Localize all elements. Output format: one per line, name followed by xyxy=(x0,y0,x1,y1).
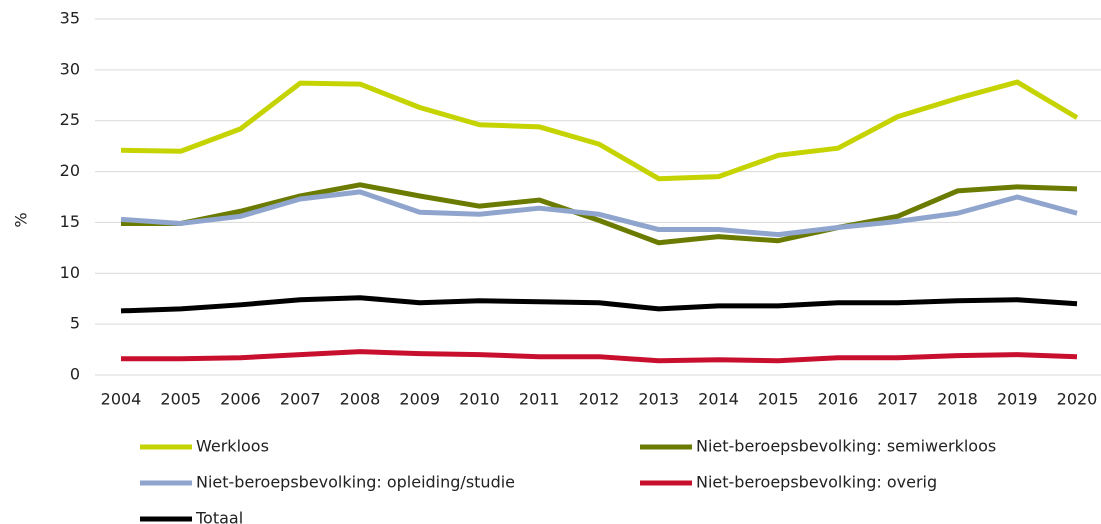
line xyxy=(120,295,1078,314)
y-tick-label: 5 xyxy=(70,314,80,333)
x-tick-label: 2015 xyxy=(758,390,799,409)
x-tick-label: 2009 xyxy=(399,390,440,409)
y-tick-label: 0 xyxy=(70,365,80,384)
y-tick-label: 30 xyxy=(60,59,80,78)
y-tick-label: 15 xyxy=(60,212,80,231)
y-tick-label: 35 xyxy=(60,9,80,28)
legend-label: Niet-beroepsbevolking: semiwerkloos xyxy=(696,437,996,456)
x-tick-label: 2012 xyxy=(579,390,620,409)
x-tick-label: 2016 xyxy=(818,390,859,409)
x-tick-label: 2013 xyxy=(638,390,679,409)
x-tick-label: 2017 xyxy=(877,390,918,409)
x-tick-label: 2011 xyxy=(519,390,560,409)
y-tick-label: 20 xyxy=(60,161,80,180)
x-tick-label: 2018 xyxy=(937,390,978,409)
x-tick-label: 2020 xyxy=(1057,390,1098,409)
y-tick-label: 25 xyxy=(60,110,80,129)
line xyxy=(120,79,1079,182)
line xyxy=(121,349,1078,364)
y-tick-label: 10 xyxy=(60,263,80,282)
legend-label: Totaal xyxy=(195,509,243,524)
x-tick-label: 2019 xyxy=(997,390,1038,409)
x-tick-label: 2014 xyxy=(698,390,739,409)
x-tick-label: 2005 xyxy=(160,390,201,409)
line xyxy=(121,182,1078,246)
y-axis-label: % xyxy=(12,212,31,227)
x-tick-label: 2007 xyxy=(280,390,321,409)
x-tick-label: 2008 xyxy=(340,390,381,409)
legend-label: Werkloos xyxy=(196,437,269,456)
legend-label: Niet-beroepsbevolking: opleiding/studie xyxy=(196,473,515,492)
x-tick-label: 2006 xyxy=(220,390,261,409)
x-tick-label: 2010 xyxy=(459,390,500,409)
x-tick-label: 2004 xyxy=(101,390,142,409)
line xyxy=(120,189,1078,238)
legend-label: Niet-beroepsbevolking: overig xyxy=(696,473,937,492)
